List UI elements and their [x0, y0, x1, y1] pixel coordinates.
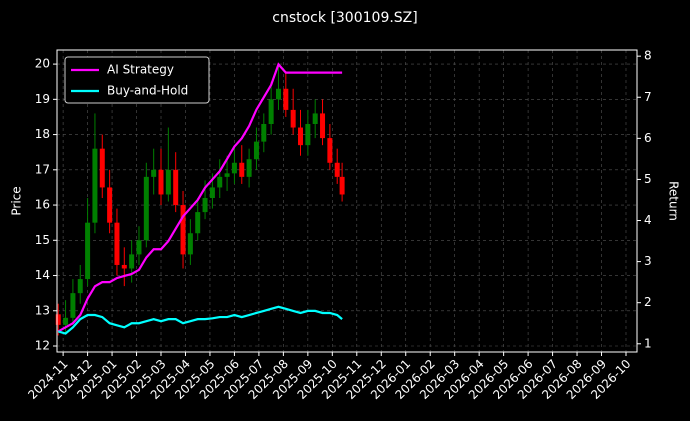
candle-body: [187, 233, 193, 255]
y-tick-label: 14: [35, 268, 50, 282]
candle-body: [320, 113, 326, 139]
candle-body: [298, 127, 304, 146]
candle-body: [334, 162, 340, 177]
candle-body: [224, 173, 230, 177]
y-tick-label: 16: [35, 198, 50, 212]
candle-body: [158, 169, 164, 195]
y2-tick-label: 5: [644, 172, 652, 186]
plot-frame: [56, 49, 638, 353]
candle-body: [339, 176, 345, 195]
y-tick-label: 20: [35, 57, 50, 71]
candle-body: [143, 176, 149, 241]
candle-body: [151, 169, 157, 177]
y-tick-label: 12: [35, 339, 50, 353]
candle-body: [70, 293, 76, 318]
candle-body: [275, 88, 281, 100]
y-tick-label: 15: [35, 233, 50, 247]
y2-tick-label: 2: [644, 295, 652, 309]
legend-label: AI Strategy: [107, 63, 174, 77]
candle-body: [121, 264, 127, 269]
candle-body: [202, 198, 208, 213]
candle-body: [209, 187, 215, 199]
candle-body: [77, 279, 83, 294]
candle-body: [261, 124, 267, 142]
candle-body: [327, 138, 333, 163]
candle-body: [114, 222, 120, 265]
candle-body: [180, 205, 186, 255]
y-tick-label: 13: [35, 303, 50, 317]
candle-body: [195, 212, 201, 234]
candle-body: [165, 169, 171, 195]
chart-title: cnstock [300109.SZ]: [272, 10, 417, 26]
candle-body: [253, 141, 259, 160]
legend-label: Buy-and-Hold: [107, 84, 188, 98]
y2-tick-label: 3: [644, 254, 652, 268]
candle-body: [268, 99, 274, 125]
candle-body: [63, 317, 69, 325]
y-axis-label: Price: [10, 186, 24, 215]
candle-body: [312, 113, 318, 125]
y2-axis-label: Return: [667, 181, 681, 221]
y-tick-label: 18: [35, 127, 50, 141]
candle-body: [129, 254, 135, 269]
candle-body: [231, 162, 237, 174]
candle-body: [239, 162, 245, 177]
y2-tick-label: 7: [644, 90, 652, 104]
candle-body: [136, 240, 142, 255]
candle-body: [246, 159, 252, 177]
y2-tick-label: 6: [644, 131, 652, 145]
candle-body: [217, 176, 223, 188]
y-tick-label: 19: [35, 92, 50, 106]
candle-body: [107, 187, 113, 223]
candle-body: [290, 109, 296, 128]
candle-body: [92, 148, 98, 223]
y2-tick-label: 1: [644, 336, 652, 350]
candle-body: [305, 124, 311, 146]
candle-body: [55, 314, 61, 325]
candle-body: [85, 222, 91, 280]
y2-tick-label: 8: [644, 49, 652, 63]
return-line: [57, 305, 343, 335]
candle-body: [173, 169, 179, 206]
candle-body: [283, 88, 289, 110]
y2-tick-label: 4: [644, 213, 652, 227]
legend-box: [64, 56, 210, 104]
candle-body: [99, 148, 105, 188]
y-tick-label: 17: [35, 162, 50, 176]
return-line: [57, 62, 343, 333]
